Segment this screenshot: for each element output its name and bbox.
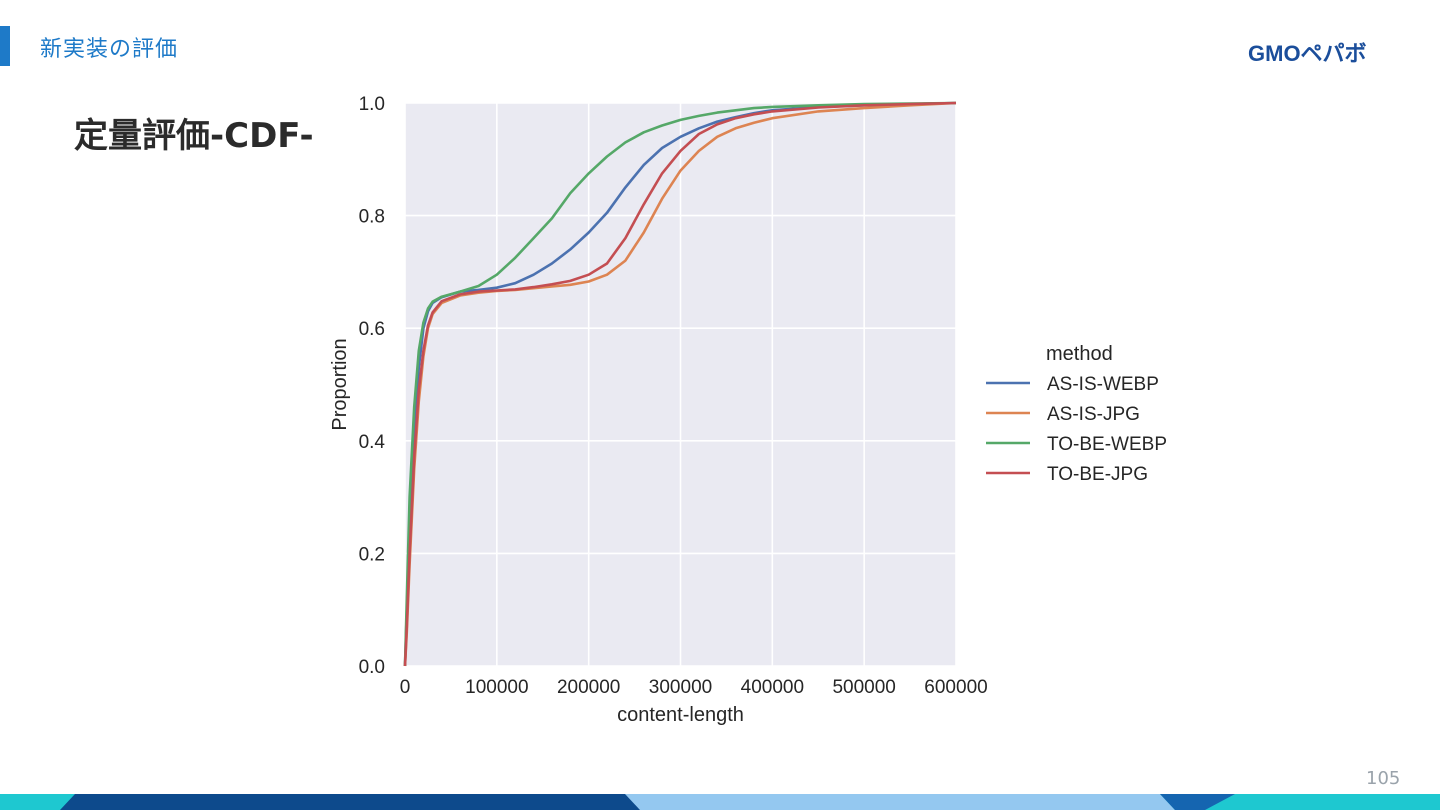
y-tick-labels: 0.0 0.2 0.4 0.6 0.8 1.0 bbox=[359, 94, 386, 678]
footer-band bbox=[0, 794, 1440, 810]
x-tick-label: 600000 bbox=[924, 677, 987, 698]
footer-dark-band bbox=[60, 794, 655, 810]
series-line-to-be-webp bbox=[403, 101, 957, 667]
grid bbox=[404, 102, 957, 667]
gmo-pepabo-logo: GMOペパボ bbox=[1248, 41, 1367, 66]
footer-light-band bbox=[625, 794, 1175, 810]
series-line-to-be-jpg bbox=[403, 101, 957, 667]
y-tick-label: 1.0 bbox=[359, 94, 385, 115]
page-number: 105 bbox=[1366, 768, 1401, 789]
x-tick-label: 300000 bbox=[649, 677, 712, 698]
x-tick-label: 400000 bbox=[741, 677, 804, 698]
y-tick-label: 0.2 bbox=[359, 544, 385, 565]
section-title: 新実装の評価 bbox=[40, 37, 179, 62]
legend-label: TO-BE-WEBP bbox=[1047, 434, 1167, 455]
legend-label: TO-BE-JPG bbox=[1047, 464, 1148, 485]
y-tick-label: 0.0 bbox=[359, 657, 385, 678]
y-axis-label: Proportion bbox=[329, 338, 351, 430]
y-tick-label: 0.8 bbox=[359, 207, 385, 228]
x-tick-label: 500000 bbox=[832, 677, 895, 698]
y-tick-label: 0.4 bbox=[359, 432, 386, 453]
x-tick-labels: 0 100000 200000 300000 400000 500000 600000 bbox=[400, 677, 988, 698]
legend: method AS-IS-WEBP AS-IS-JPG TO-BE-WEBP TO-B… bbox=[986, 343, 1167, 485]
y-tick-label: 0.6 bbox=[359, 319, 385, 340]
slide-title: 定量評価-CDF- bbox=[74, 116, 314, 156]
cdf-chart: 0 100000 200000 300000 400000 500000 600000 0.… bbox=[329, 94, 1167, 726]
footer-dark-accent bbox=[1160, 794, 1235, 810]
legend-label: AS-IS-JPG bbox=[1047, 404, 1140, 425]
legend-title: method bbox=[1046, 343, 1113, 365]
series-lines bbox=[403, 101, 957, 667]
accent-bar bbox=[0, 26, 10, 66]
x-tick-label: 0 bbox=[400, 677, 411, 698]
x-axis-label: content-length bbox=[617, 704, 744, 726]
x-tick-label: 200000 bbox=[557, 677, 620, 698]
legend-label: AS-IS-WEBP bbox=[1047, 374, 1159, 395]
x-tick-label: 100000 bbox=[465, 677, 528, 698]
